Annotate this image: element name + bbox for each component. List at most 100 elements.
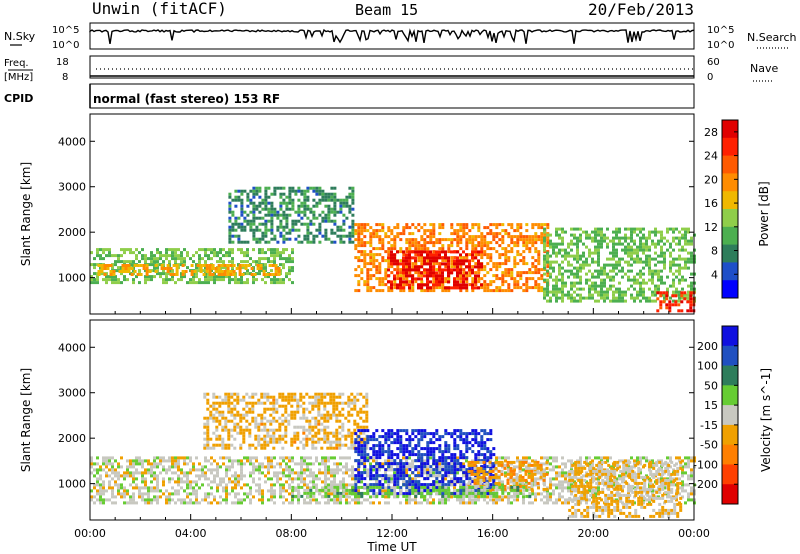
data-cell [537, 238, 541, 242]
data-cell [254, 392, 258, 396]
data-cell [175, 267, 179, 270]
data-cell [426, 498, 429, 502]
data-cell [594, 281, 597, 285]
data-cell [232, 264, 236, 267]
data-cell [435, 274, 438, 278]
data-cell [276, 213, 280, 217]
data-cell [648, 248, 651, 252]
data-cell [648, 299, 651, 303]
data-cell [417, 271, 421, 275]
data-cell [237, 225, 241, 229]
data-cell [651, 459, 654, 463]
data-cell [669, 269, 672, 273]
data-cell [255, 207, 259, 211]
data-cell [462, 474, 465, 478]
data-cell [546, 492, 549, 496]
data-cell [225, 254, 228, 258]
data-cell [246, 240, 250, 244]
data-cell [423, 274, 426, 278]
data-cell [495, 289, 499, 293]
data-cell [642, 272, 645, 276]
data-cell [489, 280, 493, 284]
data-cell [666, 227, 669, 231]
data-cell [255, 483, 258, 487]
data-cell [621, 290, 624, 294]
data-cell [429, 274, 432, 278]
data-cell [237, 474, 240, 478]
data-cell [132, 498, 135, 502]
data-cell [606, 275, 609, 279]
data-cell [615, 299, 618, 303]
data-cell [462, 223, 466, 227]
data-cell [642, 242, 645, 246]
data-cell [291, 456, 294, 460]
data-cell [303, 456, 306, 460]
data-cell [441, 280, 444, 284]
data-cell [405, 274, 408, 278]
data-cell [99, 248, 102, 252]
data-cell [291, 189, 295, 193]
data-cell [123, 471, 126, 475]
data-cell [408, 259, 411, 263]
data-cell [639, 227, 642, 231]
data-cell [459, 253, 462, 257]
data-cell [333, 498, 336, 502]
data-cell [567, 459, 570, 463]
data-cell [660, 254, 663, 258]
data-cell [444, 250, 447, 254]
data-cell [645, 257, 648, 261]
data-cell [426, 256, 429, 260]
data-cell [438, 250, 441, 254]
data-cell [204, 474, 207, 478]
data-cell [261, 237, 265, 241]
data-cell [171, 269, 174, 273]
data-cell [570, 281, 573, 285]
data-cell [207, 248, 210, 252]
data-cell [96, 480, 99, 484]
data-cell [198, 501, 201, 505]
data-cell [251, 395, 255, 399]
data-cell [618, 296, 621, 300]
data-cell [585, 236, 588, 240]
data-cell [275, 437, 279, 441]
data-cell [564, 471, 567, 475]
data-cell [528, 250, 532, 254]
data-cell [690, 251, 693, 255]
data-cell [272, 419, 276, 423]
data-cell [234, 477, 237, 481]
data-cell [462, 271, 466, 275]
data-cell [600, 227, 603, 231]
data-cell [251, 407, 255, 411]
data-cell [336, 198, 340, 202]
data-cell [252, 468, 255, 472]
data-cell [606, 287, 609, 291]
data-cell [579, 236, 582, 240]
data-cell [525, 223, 529, 227]
data-cell [678, 266, 681, 270]
data-cell [462, 259, 465, 263]
data-cell [183, 498, 186, 502]
data-cell [495, 501, 498, 505]
data-cell [327, 213, 331, 217]
data-cell [186, 254, 189, 258]
data-cell [477, 223, 481, 227]
data-cell [507, 501, 510, 505]
data-cell [234, 471, 237, 475]
data-cell [330, 228, 334, 232]
data-cell [573, 299, 576, 303]
data-cell [666, 230, 669, 234]
data-cell [642, 233, 645, 237]
data-cell [180, 456, 183, 460]
data-cell [606, 477, 609, 481]
data-cell [348, 231, 352, 235]
data-cell [420, 271, 423, 275]
data-cell [260, 419, 264, 423]
data-cell [321, 456, 324, 460]
data-cell [303, 189, 307, 193]
data-cell [278, 422, 282, 426]
data-cell [516, 456, 519, 460]
data-cell [663, 486, 666, 490]
data-cell [516, 253, 520, 257]
data-cell [111, 281, 114, 285]
freq-tick-top: 18 [56, 57, 69, 68]
